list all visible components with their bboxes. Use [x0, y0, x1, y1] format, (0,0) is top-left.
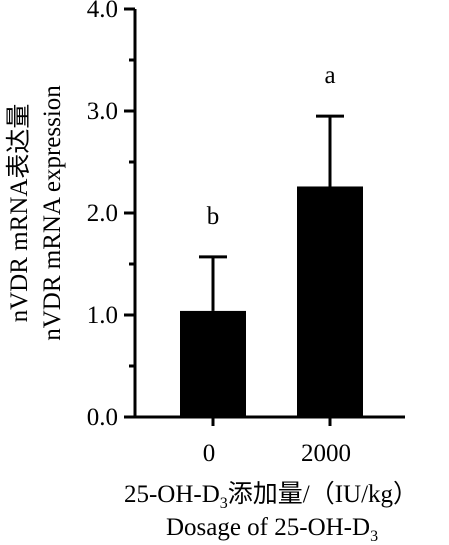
- bar: [180, 310, 246, 417]
- bars-group: ba: [180, 62, 363, 417]
- x-tick-label: 0: [203, 440, 216, 467]
- x-axis-label-line1: 25-OH-D3添加量/（IU/kg）: [124, 480, 418, 512]
- y-tick-label: 1.0: [87, 302, 118, 329]
- y-axis-ticks: 0.0 1.0 2.0 3.0 4.0: [87, 0, 135, 431]
- x-axis-label-line2: Dosage of 25-OH-D3: [166, 514, 378, 545]
- y-tick-label: 3.0: [87, 98, 118, 125]
- y-tick-label: 4.0: [87, 0, 118, 23]
- x-axis-label-line1-prefix: 25-OH-D: [124, 481, 220, 508]
- significance-label: b: [207, 203, 220, 230]
- significance-label: a: [324, 62, 335, 89]
- x-axis-label-line1-sub: 3: [220, 495, 228, 512]
- y-axis-label-line1: nVDR mRNA表达量: [5, 104, 33, 323]
- y-axis-minor-ticks: [129, 58, 135, 368]
- bar: [297, 186, 363, 417]
- y-tick-label: 2.0: [87, 200, 118, 227]
- y-axis-label-line2: nVDR mRNA expression: [39, 85, 66, 341]
- x-tick-label: 2000: [301, 440, 351, 467]
- x-axis-label-line2-prefix: Dosage of 25-OH-D: [166, 514, 370, 541]
- x-axis-label-line1-suffix: 添加量/（IU/kg）: [228, 480, 418, 508]
- x-axis-label-line2-sub: 3: [370, 528, 378, 545]
- y-tick-label: 0.0: [87, 404, 118, 431]
- x-axis-ticks: 0 2000: [203, 417, 351, 467]
